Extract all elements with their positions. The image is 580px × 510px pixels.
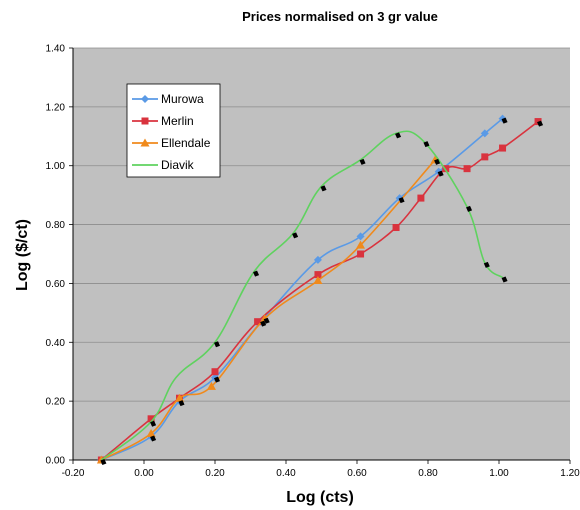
point-marker: [178, 400, 185, 407]
y-axis-title: Log ($/ct): [14, 219, 31, 291]
legend-label-murowa: Murowa: [161, 92, 204, 106]
legend-entry-diavik: Diavik: [132, 158, 195, 172]
data-point-merlin: [417, 194, 425, 202]
legend-label-ellendale: Ellendale: [161, 136, 211, 150]
point-marker: [292, 232, 299, 239]
point-marker: [483, 261, 490, 268]
point-marker: [423, 141, 430, 148]
x-tick-label: 1.00: [489, 468, 509, 479]
data-point-ellendale: [175, 393, 184, 402]
series-line-diavik: [100, 130, 504, 461]
legend-marker-merlin: [141, 117, 149, 125]
point-marker: [398, 197, 405, 204]
point-markers: [100, 117, 544, 465]
point-marker: [466, 205, 473, 212]
point-marker: [263, 317, 270, 324]
data-point-merlin: [481, 153, 489, 161]
y-tick-label: 0.80: [46, 220, 66, 231]
data-point-merlin: [534, 118, 542, 126]
y-tick-label: 1.20: [46, 102, 66, 113]
point-marker: [214, 341, 220, 348]
legend-entry-ellendale: Ellendale: [132, 136, 211, 150]
data-point-ellendale: [206, 381, 216, 390]
data-point-merlin: [314, 271, 322, 279]
point-marker: [214, 376, 220, 383]
data-point-merlin: [499, 144, 507, 152]
data-point-murowa: [313, 255, 322, 264]
series-diavik: [100, 130, 504, 461]
data-point-merlin: [463, 165, 471, 173]
series-line-murowa: [101, 118, 504, 461]
x-tick-label: 0.40: [276, 468, 296, 479]
point-marker: [501, 117, 508, 124]
axes: [69, 47, 571, 464]
y-tick-label: 0.00: [46, 456, 66, 467]
point-marker: [395, 132, 402, 139]
tick-labels: 0.000.200.400.600.801.001.201.40-0.20 0.0…: [46, 44, 580, 480]
x-tick-label: 0.00: [134, 468, 154, 479]
point-marker: [100, 459, 107, 465]
legend-marker-murowa: [141, 95, 149, 103]
y-tick-label: 0.40: [46, 338, 66, 349]
point-marker: [437, 170, 444, 177]
y-tick-label: 0.60: [46, 279, 66, 290]
data-point-merlin: [147, 415, 155, 423]
point-marker: [260, 320, 267, 327]
data-point-merlin: [254, 318, 262, 326]
x-tick-label: 1.20: [560, 468, 580, 479]
legend-label-diavik: Diavik: [161, 158, 195, 172]
point-marker: [359, 158, 366, 165]
data-point-ellendale: [146, 429, 156, 438]
data-point-murowa: [480, 129, 489, 138]
legend-marker-ellendale: [140, 138, 150, 147]
point-marker: [150, 420, 157, 427]
legend: Murowa Merlin Ellendale Diavik: [126, 83, 221, 178]
x-tick-label: 0.60: [347, 468, 367, 479]
x-tick-label: 0.80: [418, 468, 438, 479]
x-axis-title: Log (cts): [286, 489, 354, 506]
data-point-ellendale: [356, 240, 366, 249]
y-tick-label: 0.20: [46, 397, 66, 408]
point-marker: [320, 185, 327, 192]
legend-entry-murowa: Murowa: [132, 92, 204, 106]
point-marker: [150, 435, 157, 442]
point-marker: [537, 120, 544, 127]
point-marker: [501, 276, 508, 283]
x-tick-label: 0.20: [205, 468, 225, 479]
chart-title: Prices normalised on 3 gr value: [242, 9, 438, 24]
data-point-ellendale: [313, 275, 323, 284]
data-point-murowa: [356, 232, 365, 241]
point-marker: [434, 158, 441, 165]
legend-entry-merlin: Merlin: [132, 114, 194, 128]
x-tick-label: -0.20: [62, 468, 85, 479]
y-tick-label: 1.40: [46, 44, 66, 55]
data-point-merlin: [442, 165, 450, 173]
legend-label-merlin: Merlin: [161, 114, 194, 128]
data-point-merlin: [357, 250, 365, 258]
point-marker: [253, 270, 260, 277]
data-point-merlin: [211, 368, 219, 376]
y-tick-label: 1.00: [46, 161, 66, 172]
data-point-merlin: [392, 224, 400, 232]
